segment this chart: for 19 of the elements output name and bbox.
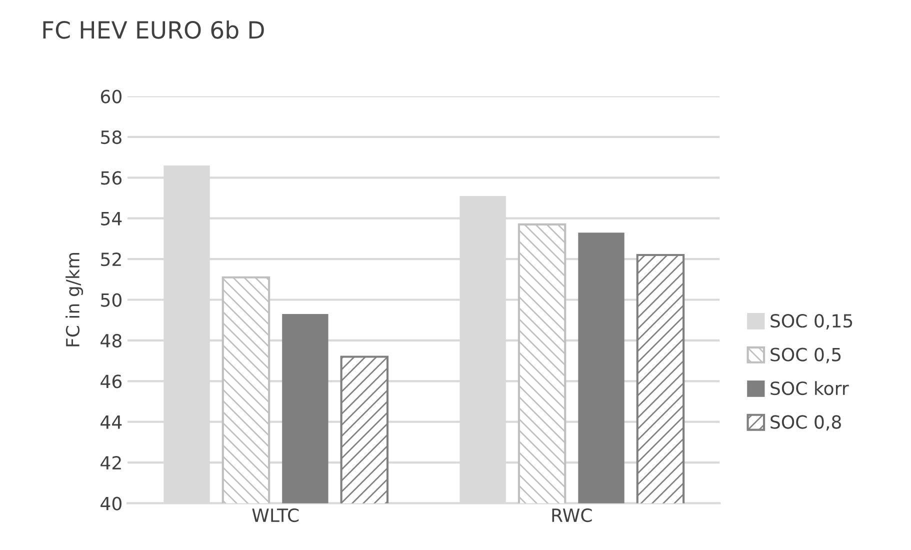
legend-label: SOC korr (770, 381, 849, 396)
x-tick-label: WLTC (252, 508, 299, 522)
y-tick-label: 52 (101, 252, 121, 266)
y-tick-label: 46 (100, 374, 122, 388)
y-tick-label: 48 (100, 334, 122, 348)
legend-label: SOC 0,15 (770, 314, 852, 330)
legend-label: SOC 0,5 (770, 348, 841, 364)
chart-title: FC HEV EURO 6b D (43, 20, 264, 39)
y-tick-label: 56 (101, 171, 122, 185)
legend-label: SOC 0,8 (770, 415, 841, 431)
y-tick-label: 60 (100, 90, 122, 104)
y-tick-label: 40 (100, 496, 122, 510)
y-axis-title: FC in g/km (66, 253, 84, 346)
y-tick-label: 42 (100, 456, 121, 470)
y-tick-label: 58 (101, 130, 122, 144)
x-tick-label: RWC (552, 508, 592, 522)
y-tick-label: 54 (101, 212, 122, 226)
y-tick-label: 44 (100, 416, 122, 429)
y-tick-label: 50 (101, 293, 122, 307)
